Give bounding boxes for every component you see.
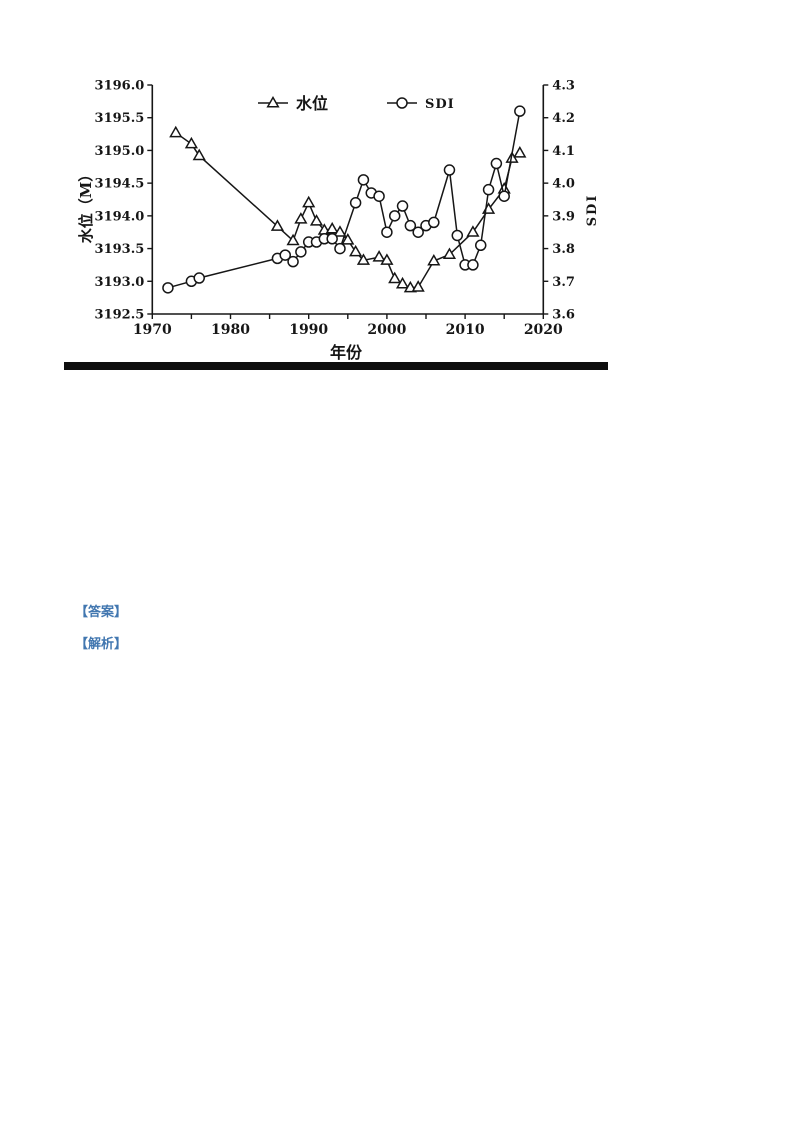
analysis-link[interactable]: 【解析】 bbox=[75, 636, 128, 651]
svg-text:3.8: 3.8 bbox=[552, 242, 575, 257]
svg-text:水位: 水位 bbox=[296, 94, 328, 113]
svg-text:1990: 1990 bbox=[289, 322, 328, 338]
svg-text:3196.0: 3196.0 bbox=[95, 79, 145, 94]
svg-text:1980: 1980 bbox=[211, 322, 250, 338]
axes: 3192.5 3193.0 3193.5 3194.0 3194.5 3195.0 3195… bbox=[95, 79, 575, 339]
svg-text:4.1: 4.1 bbox=[552, 144, 575, 159]
svg-text:3193.0: 3193.0 bbox=[95, 275, 145, 290]
svg-text:3195.0: 3195.0 bbox=[95, 144, 145, 159]
svg-text:4.2: 4.2 bbox=[552, 111, 575, 126]
svg-text:2020: 2020 bbox=[524, 322, 563, 338]
figure-bottom-border bbox=[64, 362, 608, 370]
y-right-axis-label: SDI bbox=[585, 194, 600, 227]
svg-text:2010: 2010 bbox=[446, 322, 485, 338]
svg-text:1970: 1970 bbox=[133, 322, 172, 338]
svg-text:3.9: 3.9 bbox=[552, 209, 575, 224]
x-axis-label: 年份 bbox=[330, 343, 363, 362]
dual-axis-line-chart: 3192.5 3193.0 3193.5 3194.0 3194.5 3195.0 3195… bbox=[64, 64, 608, 370]
svg-text:3.7: 3.7 bbox=[552, 275, 575, 290]
svg-text:2000: 2000 bbox=[367, 322, 406, 338]
svg-text:3192.5: 3192.5 bbox=[95, 308, 145, 323]
series-water-level bbox=[169, 125, 527, 293]
svg-text:4.3: 4.3 bbox=[552, 79, 575, 94]
svg-text:3.6: 3.6 bbox=[552, 308, 575, 323]
svg-text:3194.5: 3194.5 bbox=[95, 177, 145, 192]
legend: 水位 SDI bbox=[258, 94, 455, 113]
svg-text:3193.5: 3193.5 bbox=[95, 242, 145, 257]
answer-link[interactable]: 【答案】 bbox=[75, 604, 128, 619]
y-left-axis-label: 水位（M） bbox=[77, 167, 95, 244]
svg-text:3194.0: 3194.0 bbox=[95, 209, 145, 224]
series-sdi bbox=[162, 105, 526, 294]
svg-text:SDI: SDI bbox=[425, 97, 455, 112]
axis-titles: 水位（M） SDI 年份 bbox=[77, 167, 600, 362]
svg-text:3195.5: 3195.5 bbox=[95, 111, 145, 126]
svg-text:4.0: 4.0 bbox=[552, 177, 575, 192]
chart-figure: 3192.5 3193.0 3193.5 3194.0 3194.5 3195.0 3195… bbox=[64, 64, 608, 370]
